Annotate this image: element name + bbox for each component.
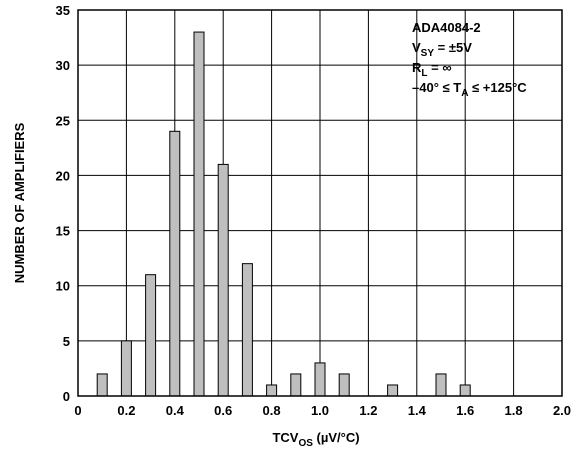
annotation-part-number: ADA4084-2	[412, 20, 481, 35]
histogram-bar	[241, 263, 253, 397]
histogram-bar	[96, 373, 108, 397]
x-tick-label: 1.0	[311, 403, 329, 418]
x-tick-label: 0.6	[214, 403, 232, 418]
histogram-bar	[266, 384, 278, 397]
y-tick-label: 25	[56, 113, 70, 128]
annotation-load: RL = ∞	[412, 60, 452, 79]
x-tick-label: 1.6	[456, 403, 474, 418]
histogram-bar	[217, 163, 229, 397]
x-axis-title: TCVOS (µV/°C)	[272, 430, 359, 449]
x-tick-label: 2.0	[553, 403, 571, 418]
y-tick-label: 10	[56, 279, 70, 294]
y-tick-label: 20	[56, 168, 70, 183]
histogram-bar	[290, 373, 302, 397]
histogram-bar	[120, 340, 132, 397]
x-tick-label: 0.2	[117, 403, 135, 418]
x-tick-label: 1.8	[505, 403, 523, 418]
histogram-bar	[145, 274, 157, 397]
x-tick-label: 1.4	[408, 403, 427, 418]
y-axis-title: NUMBER OF AMPLIFIERS	[12, 122, 27, 283]
annotation-supply: VSY = ±5V	[412, 40, 472, 59]
plot-frame	[77, 9, 563, 397]
histogram-bar	[314, 362, 326, 397]
x-tick-label: 0.4	[166, 403, 185, 418]
annotation-temperature: –40° ≤ TA ≤ +125°C	[412, 80, 527, 99]
histogram-bar	[193, 31, 205, 397]
histogram-bar	[169, 130, 181, 397]
histogram-bar	[387, 384, 399, 397]
y-tick-label: 5	[63, 334, 70, 349]
histogram-bar	[435, 373, 447, 397]
tick-labels: 0 0.2 0.4 0.6 0.8 1.0 1.2 1.4 1.6 1.8 2.0 0 5 10 15 20 2…	[56, 3, 572, 418]
histogram-bar	[338, 373, 350, 397]
x-tick-label: 1.2	[359, 403, 377, 418]
y-tick-label: 0	[63, 389, 70, 404]
x-tick-label: 0.8	[263, 403, 281, 418]
annotation: ADA4084-2 VSY = ±5V RL = ∞ –40° ≤ TA ≤ +…	[412, 20, 527, 99]
y-tick-label: 35	[56, 3, 70, 18]
x-tick-label: 0	[74, 403, 81, 418]
histogram-bar	[459, 384, 471, 397]
y-tick-label: 15	[56, 224, 70, 239]
y-tick-label: 30	[56, 58, 70, 73]
